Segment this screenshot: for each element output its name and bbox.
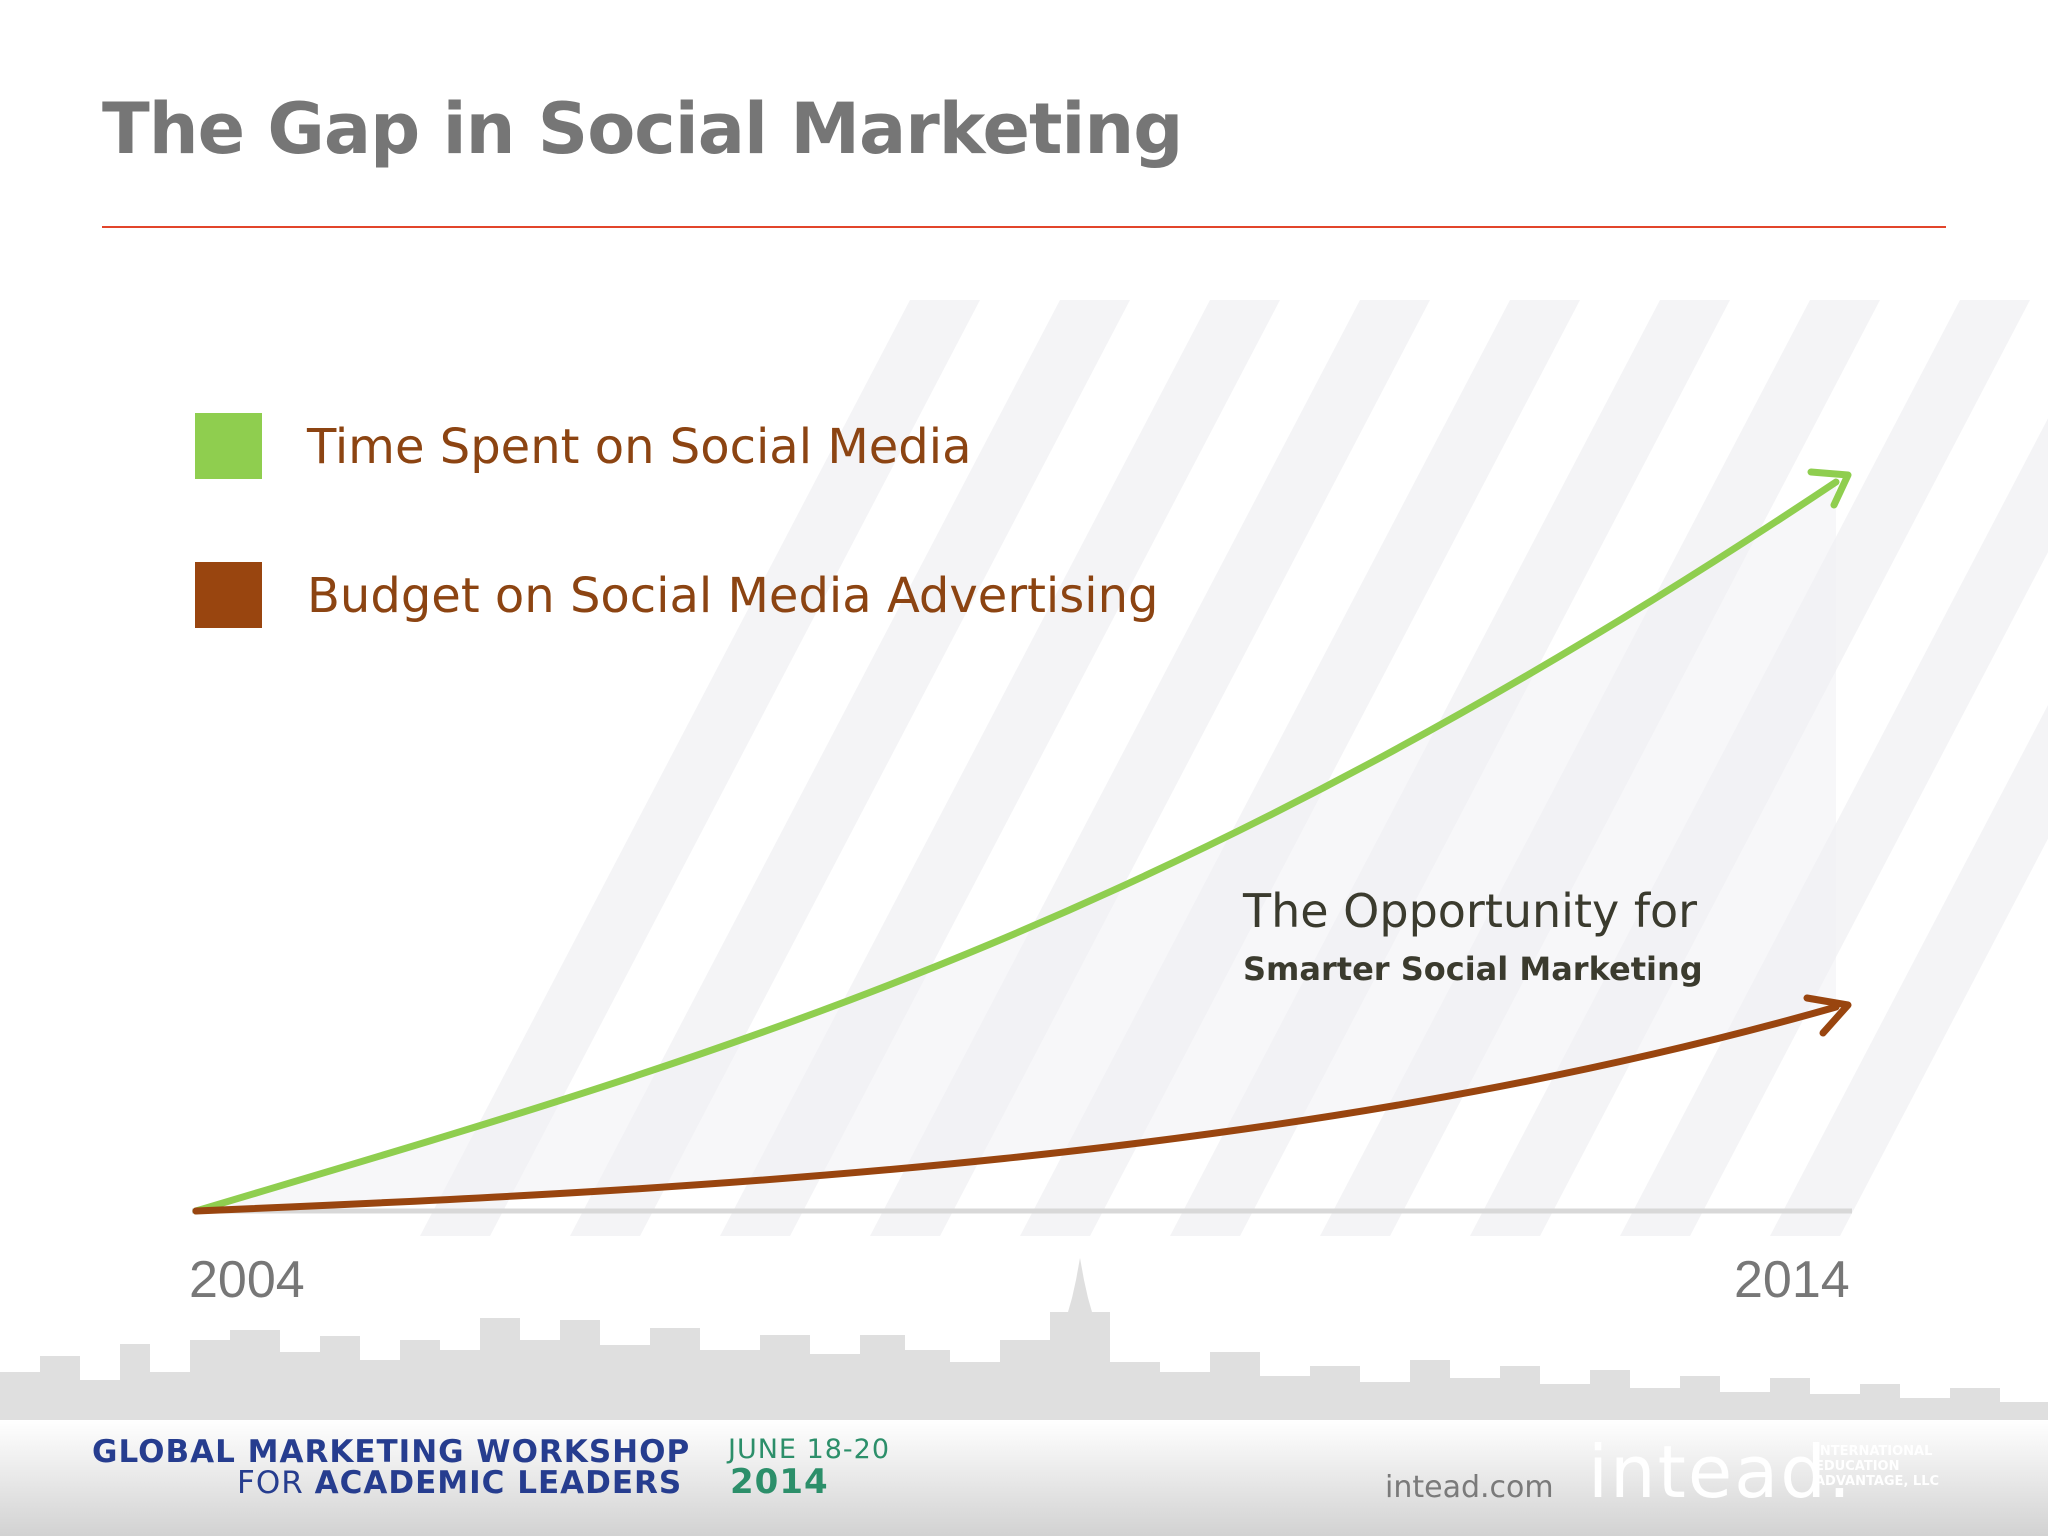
legend-label-budget: Budget on Social Media Advertising — [307, 568, 1159, 624]
event-date: JUNE 18-20 — [728, 1434, 891, 1465]
brand-sub-line3: ADVANTAGE, LLC — [1815, 1474, 1940, 1489]
background-stripe — [420, 300, 980, 1236]
annotation-line1: The Opportunity for — [1243, 884, 1698, 938]
city-skyline — [0, 1258, 2048, 1420]
arrowhead-budget — [1803, 994, 1852, 1037]
footer-band — [0, 1420, 2048, 1536]
opportunity-gap-area — [196, 482, 1836, 1211]
arrowhead-time-spent — [1807, 468, 1852, 509]
event-line2-bold: ACADEMIC LEADERS — [314, 1465, 683, 1501]
event-line2-prefix: FOR — [237, 1465, 304, 1501]
event-year: 2014 — [730, 1462, 829, 1502]
annotation-line2: Smarter Social Marketing — [1243, 950, 1703, 988]
brand-logo: intead. — [1588, 1430, 1853, 1514]
title-divider — [102, 226, 1946, 228]
website-link[interactable]: intead.com — [1385, 1470, 1554, 1505]
brand-sub-line1: INTERNATIONAL — [1815, 1444, 1933, 1459]
series-line-budget — [192, 1003, 1840, 1215]
brand-sub-line2: EDUCATION — [1815, 1459, 1900, 1474]
x-tick-label-end: 2014 — [1734, 1251, 1850, 1309]
background-stripe — [1770, 704, 2048, 1236]
event-name-line1: GLOBAL MARKETING WORKSHOP — [92, 1434, 691, 1470]
background-stripe — [570, 300, 1130, 1236]
event-name-line2: FOR ACADEMIC LEADERS — [237, 1465, 682, 1501]
legend-swatch-time-spent — [195, 413, 262, 479]
brand-logo-subtext: INTERNATIONAL EDUCATION ADVANTAGE, LLC — [1815, 1444, 1939, 1489]
page-title: The Gap in Social Marketing — [102, 88, 1183, 170]
series-line-time-spent — [192, 478, 1840, 1215]
legend-swatch-budget — [195, 562, 262, 628]
legend-label-time-spent: Time Spent on Social Media — [307, 419, 972, 475]
x-tick-label-start: 2004 — [189, 1251, 305, 1309]
